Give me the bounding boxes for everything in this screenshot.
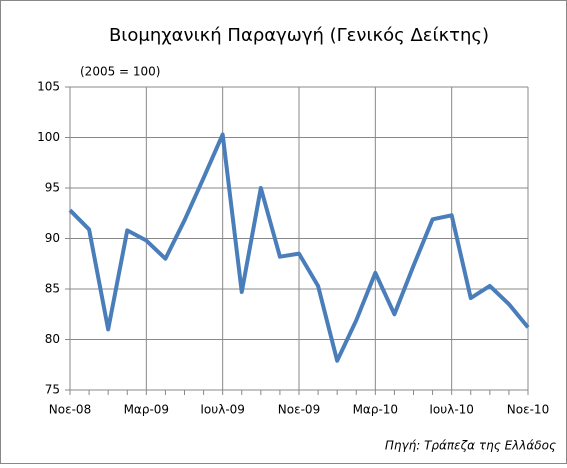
x-tick-label: Μαρ-09 [124, 403, 169, 417]
chart-subtitle: (2005 = 100) [80, 65, 161, 79]
y-tick-label: 80 [45, 332, 60, 346]
x-tick-label: Νοε-08 [49, 403, 91, 417]
y-tick-label: 105 [37, 80, 60, 94]
x-tick-label: Ιουλ-09 [200, 403, 245, 417]
y-tick-label: 90 [45, 231, 60, 245]
x-tick-label: Νοε-10 [507, 403, 549, 417]
y-tick-label: 85 [45, 282, 60, 296]
y-tick-label: 100 [37, 130, 60, 144]
x-tick-label: Νοε-09 [278, 403, 320, 417]
chart-title: Βιομηχανική Παραγωγή (Γενικός Δείκτης) [109, 25, 489, 46]
y-tick-label: 75 [45, 383, 60, 397]
x-tick-label: Ιουλ-10 [429, 403, 474, 417]
data-line [68, 132, 530, 363]
source-note: Πηγή: Τράπεζα της Ελλάδος [385, 439, 556, 453]
y-tick-label: 95 [45, 181, 60, 195]
x-tick-label: Μαρ-10 [353, 403, 398, 417]
